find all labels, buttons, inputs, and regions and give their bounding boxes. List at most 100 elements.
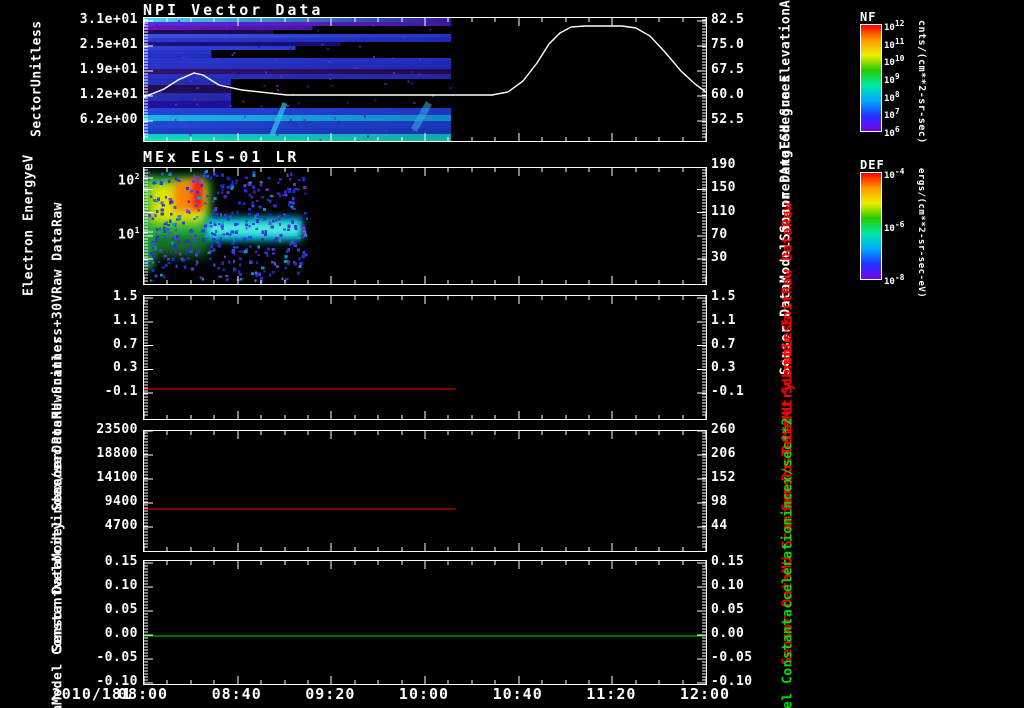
els-speckle	[292, 207, 295, 211]
els-speckle	[236, 229, 239, 232]
npi-speckle	[174, 103, 177, 106]
els-speckle	[172, 236, 176, 239]
npi-sector-stripe	[144, 63, 451, 69]
npi-speckle	[349, 39, 352, 42]
els-speckle	[270, 194, 274, 198]
npi-speckle	[442, 39, 445, 42]
tick-base: 10	[118, 173, 135, 189]
els-speckle	[292, 196, 295, 201]
els-speckle	[231, 242, 235, 245]
plot-area-model_scanner_pos	[143, 430, 707, 552]
els-speckle	[264, 216, 268, 219]
npi-speckle	[280, 75, 283, 78]
els-speckle	[237, 222, 240, 225]
els-speckle	[254, 271, 258, 275]
els-speckle	[165, 221, 169, 224]
npi-speckle	[189, 134, 192, 137]
els-speckle	[281, 277, 284, 280]
els-speckle	[278, 215, 282, 219]
els-speckle	[173, 205, 177, 209]
els-speckle	[286, 215, 290, 219]
els-speckle	[189, 250, 193, 253]
npi-speckle	[216, 58, 219, 61]
els-speckle	[271, 261, 275, 264]
els-speckle	[209, 176, 212, 180]
npi-sector-stripe	[144, 134, 451, 138]
els-speckle	[188, 230, 192, 234]
els-speckle	[232, 260, 235, 263]
els-speckle	[213, 209, 218, 212]
els-speckle	[214, 207, 218, 210]
els-speckle	[216, 266, 221, 270]
els-speckle	[197, 249, 200, 253]
tick-base: 10	[884, 93, 895, 104]
y-tick-label-left: 6.2e+00	[79, 112, 138, 127]
els-speckle	[292, 189, 296, 193]
els-speckle	[255, 199, 259, 203]
els-speckle	[291, 220, 294, 224]
axis-label-line: incex/sec**2	[780, 417, 796, 518]
axis-label-line: Angle	[778, 133, 794, 176]
axis-label-line: velocity	[50, 521, 66, 589]
npi-speckle	[372, 24, 375, 27]
els-speckle	[177, 240, 181, 244]
npi-speckle	[196, 86, 199, 89]
colorbar-tick-label: 1011	[884, 37, 904, 51]
els-speckle	[302, 229, 306, 234]
y-tick-label-right: 1.1	[711, 312, 736, 328]
els-speckle	[196, 260, 199, 264]
els-speckle	[268, 273, 272, 277]
els-speckle	[201, 237, 205, 242]
els-speckle	[187, 210, 191, 213]
els-speckle	[268, 200, 272, 204]
els-speckle	[301, 262, 304, 265]
npi-sector-stripe	[144, 38, 451, 42]
els-speckle	[287, 190, 292, 194]
npi-data-gap	[340, 42, 451, 46]
els-speckle	[236, 210, 239, 215]
els-speckle	[278, 194, 281, 198]
els-speckle	[268, 213, 271, 217]
els-speckle	[243, 184, 247, 188]
els-speckle	[250, 195, 254, 199]
els-speckle	[212, 237, 216, 241]
npi-speckle	[289, 48, 292, 51]
els-speckle	[266, 253, 269, 257]
els-speckle	[164, 236, 167, 239]
els-speckle	[200, 183, 204, 187]
npi-sector-stripe	[144, 121, 451, 128]
els-speckle	[215, 213, 219, 216]
els-speckle	[293, 242, 297, 246]
els-speckle	[287, 228, 290, 232]
els-speckle	[287, 260, 291, 263]
els-speckle	[214, 229, 218, 234]
y-tick-label-right: -0.1	[711, 384, 745, 399]
axis-label-line: Raw	[780, 202, 796, 228]
els-speckle	[234, 223, 237, 227]
axis-label-left-npi: Sector Unitless	[22, 17, 52, 140]
y-tick-label-left: 0.10	[104, 578, 138, 593]
y-tick-label-right: 82.5	[711, 12, 745, 27]
els-speckle	[297, 237, 301, 240]
els-speckle	[305, 217, 309, 221]
els-speckle	[226, 176, 229, 180]
npi-speckle	[297, 102, 300, 105]
els-speckle	[242, 238, 246, 241]
npi-speckle	[263, 85, 266, 88]
tick-base: 10	[884, 58, 895, 69]
els-speckle	[276, 192, 281, 195]
tick-base: 10	[884, 224, 895, 234]
els-speckle	[256, 219, 260, 224]
els-speckle	[260, 276, 263, 280]
y-tick-label-right: 0.15	[711, 554, 745, 569]
els-speckle	[177, 179, 181, 182]
els-speckle	[222, 184, 225, 188]
tick-exp: -8	[894, 273, 905, 282]
npi-bright-streak	[410, 101, 433, 132]
npi-speckle	[204, 99, 207, 102]
els-speckle	[166, 258, 170, 261]
npi-speckle	[277, 89, 280, 92]
els-speckle	[178, 217, 182, 221]
els-speckle	[274, 237, 279, 241]
